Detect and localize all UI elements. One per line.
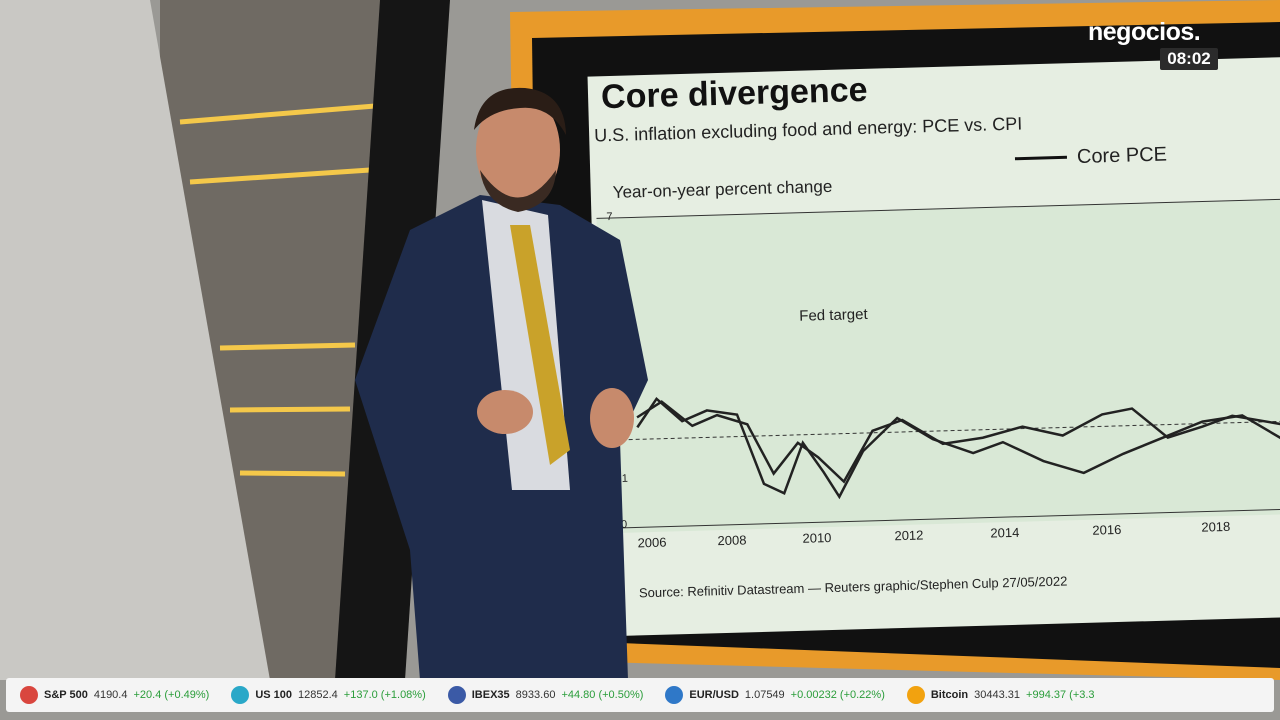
ticker-price: 30443.31	[974, 689, 1021, 701]
light-strip	[189, 167, 371, 185]
ticker-name: Bitcoin	[930, 689, 969, 701]
x-label: 2018	[1201, 519, 1230, 535]
clock: 08:02	[1160, 48, 1218, 70]
ticker-price: 1.07549	[744, 689, 785, 701]
annotation: Fed target	[799, 306, 869, 325]
ticker-price: 12852.4	[298, 689, 338, 701]
presenter	[355, 87, 648, 680]
ticker-icon	[906, 686, 925, 704]
ticker-icon	[231, 686, 250, 704]
light-strip	[229, 406, 351, 413]
ticker-icon	[20, 686, 38, 704]
x-label: 2014	[990, 525, 1019, 541]
ticker-change: +20.4 (+0.49%)	[133, 689, 210, 701]
ticker-name: S&P 500	[44, 689, 88, 701]
presenter-suit	[355, 195, 648, 680]
ticker-change: +994.37 (+3.3	[1026, 689, 1095, 701]
studio-panel	[0, 0, 270, 680]
ticker-item: IBEX35 8933.60 +44.80 (+0.50%)	[447, 686, 644, 704]
x-label: 2008	[717, 532, 746, 548]
presenter-hand	[477, 390, 533, 434]
ticker-change: +137.0 (+1.08%)	[343, 689, 426, 701]
x-label: 2010	[802, 530, 831, 546]
series-line	[636, 396, 1280, 500]
x-label: 2006	[637, 535, 666, 551]
market-ticker: S&P 500 4190.4 +20.4 (+0.49%) US 100 12852.4…	[6, 678, 1274, 712]
ticker-icon	[665, 686, 684, 704]
ticker-item: EUR/USD 1.07549 +0.00232 (+0.22%)	[665, 686, 885, 704]
ticker-icon	[447, 686, 466, 704]
plot-axis-line	[617, 508, 1280, 529]
light-strip	[219, 342, 356, 351]
light-strip	[239, 470, 346, 477]
y-label: 1	[622, 473, 628, 485]
screen: Core divergence U.S. inflation excluding…	[587, 57, 1280, 637]
legend-swatch	[1014, 155, 1068, 161]
ticker-price: 4190.4	[93, 689, 128, 701]
ticker-name: EUR/USD	[689, 689, 739, 701]
legend-label: Core PCE	[1077, 143, 1168, 168]
x-label: 2012	[894, 527, 923, 543]
ticker-price: 8933.60	[515, 689, 556, 701]
y-label: 0	[621, 519, 627, 531]
plot-top-line	[596, 198, 1280, 219]
light-strip	[179, 103, 376, 125]
target-line	[614, 420, 1280, 441]
presenter-head	[476, 92, 560, 208]
presenter-hand	[590, 388, 634, 448]
ticker-item: Bitcoin 30443.31 +994.37 (+3.3	[906, 686, 1095, 704]
ticker-change: +0.00232 (+0.22%)	[790, 689, 885, 701]
series-line	[636, 400, 1280, 484]
ticker-name: IBEX35	[471, 689, 510, 701]
presenter-beard	[480, 170, 556, 212]
plot-area	[596, 198, 1280, 534]
x-labels: 2006 2008 2010 2012 2014 2016 2018	[637, 519, 1230, 551]
ticker-change: +44.80 (+0.50%)	[561, 689, 644, 701]
y-label: 7	[606, 211, 612, 223]
ticker-item: US 100 12852.4 +137.0 (+1.08%)	[231, 686, 426, 704]
presenter-tie	[510, 225, 570, 465]
x-label: 2016	[1092, 522, 1121, 538]
screen-title: Core divergence	[601, 71, 868, 116]
channel-logo: negocios.	[1088, 18, 1201, 46]
studio-lights	[179, 103, 376, 477]
ticker-name: US 100	[255, 689, 293, 701]
ticker-item: S&P 500 4190.4 +20.4 (+0.49%)	[20, 686, 209, 704]
presenter-hair	[474, 87, 566, 135]
